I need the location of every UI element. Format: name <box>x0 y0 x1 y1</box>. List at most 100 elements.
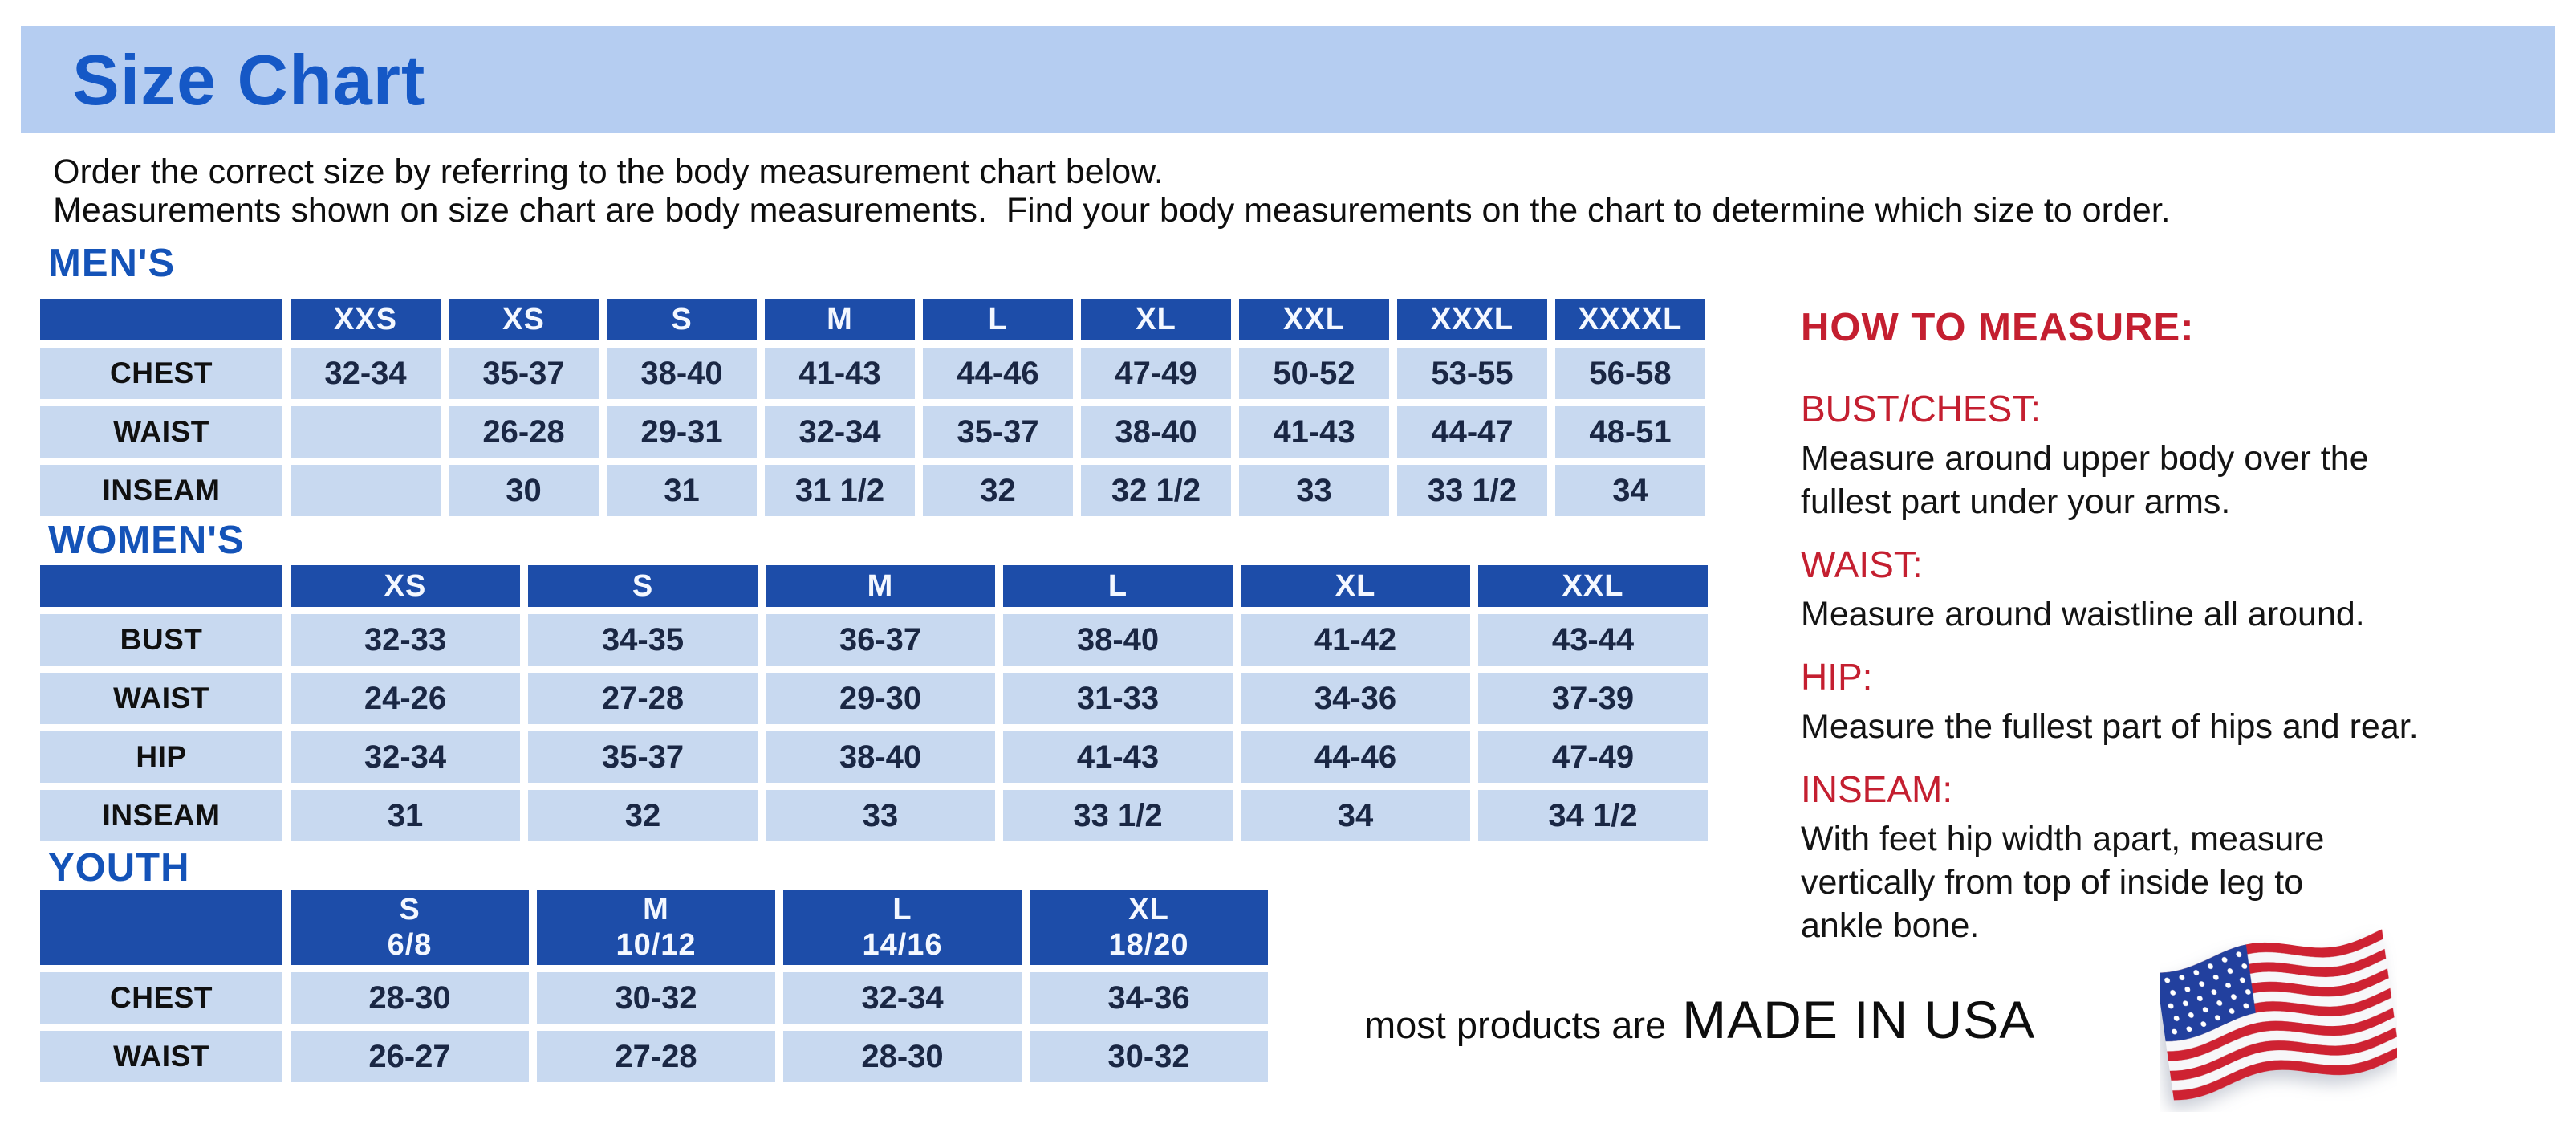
data-cell: 44-47 <box>1397 406 1547 458</box>
data-cell: 41-42 <box>1241 614 1470 666</box>
youth-section-title: YOUTH <box>48 846 190 890</box>
row-label-cell: WAIST <box>40 406 282 458</box>
column-header-cell: S 6/8 <box>291 890 529 965</box>
made-in-usa-label: MADE IN USA <box>1682 990 2036 1049</box>
data-cell: 33 1/2 <box>1003 790 1233 841</box>
column-header-cell: XL <box>1241 565 1470 607</box>
column-header-cell: XXL <box>1239 299 1389 340</box>
data-cell: 35-37 <box>923 406 1073 458</box>
data-cell: 32 <box>923 465 1073 516</box>
data-cell: 33 <box>766 790 995 841</box>
data-cell: 47-49 <box>1081 348 1231 399</box>
measure-item-text: Measure the fullest part of hips and rea… <box>1801 707 2419 746</box>
data-cell: 31-33 <box>1003 673 1233 724</box>
column-header-cell: XXL <box>1478 565 1708 607</box>
data-cell: 35-37 <box>449 348 599 399</box>
row-label-cell: WAIST <box>40 1031 282 1082</box>
column-header-cell: M <box>765 299 915 340</box>
data-cell: 32-34 <box>291 731 520 783</box>
column-header-cell: XXXXL <box>1555 299 1705 340</box>
data-cell: 34-35 <box>528 614 758 666</box>
youth-size-table: S 6/8 M 10/12 L 14/16 XL 18/20 CHEST 28-30 30-32 32… <box>40 890 1268 1082</box>
row-label-cell: CHEST <box>40 972 282 1024</box>
data-cell: 44-46 <box>923 348 1073 399</box>
row-label-cell: HIP <box>40 731 282 783</box>
data-cell: 32-33 <box>291 614 520 666</box>
column-header-cell: XXXL <box>1397 299 1547 340</box>
column-header-cell: XS <box>449 299 599 340</box>
data-cell: 29-30 <box>766 673 995 724</box>
data-cell: 27-28 <box>537 1031 775 1082</box>
data-cell: 50-52 <box>1239 348 1389 399</box>
data-cell: 38-40 <box>607 348 757 399</box>
us-flag-icon <box>2155 923 2400 1116</box>
measure-item-text: Measure around waistline all around. <box>1801 595 2365 633</box>
data-cell: 28-30 <box>291 972 529 1024</box>
measure-item-bust-chest: BUST/CHEST: Measure around upper body ov… <box>1801 387 2571 523</box>
data-cell: 43-44 <box>1478 614 1708 666</box>
how-to-measure-panel: HOW TO MEASURE: BUST/CHEST: Measure arou… <box>1801 305 2571 967</box>
mens-size-table: XXS XS S M L XL XXL XXXL XXXXL CHEST 32-34 35-37 38-… <box>40 299 1705 516</box>
column-header-cell: S <box>528 565 758 607</box>
data-cell: 38-40 <box>1003 614 1233 666</box>
table-corner-cell <box>40 890 282 965</box>
data-cell: 30-32 <box>537 972 775 1024</box>
data-cell: 34 1/2 <box>1478 790 1708 841</box>
womens-size-table: XS S M L XL XXL BUST 32-33 34-35 36-37 38-40 41-42 4… <box>40 565 1708 841</box>
row-label-cell: BUST <box>40 614 282 666</box>
row-label-cell: INSEAM <box>40 465 282 516</box>
table-corner-cell <box>40 299 282 340</box>
data-cell: 30 <box>449 465 599 516</box>
measure-item-hip: HIP: Measure the fullest part of hips an… <box>1801 655 2571 748</box>
data-cell: 30-32 <box>1030 1031 1268 1082</box>
measure-item-inseam: INSEAM: With feet hip width apart, measu… <box>1801 768 2571 947</box>
page-title: Size Chart <box>72 39 426 120</box>
data-cell: 26-27 <box>291 1031 529 1082</box>
column-header-cell: XS <box>291 565 520 607</box>
column-header-cell: L 14/16 <box>783 890 1022 965</box>
column-header-cell: S <box>607 299 757 340</box>
measure-item-label: WAIST: <box>1801 544 1923 585</box>
column-header-cell: XL <box>1081 299 1231 340</box>
data-cell: 31 <box>291 790 520 841</box>
data-cell: 32-34 <box>783 972 1022 1024</box>
data-cell: 33 1/2 <box>1397 465 1547 516</box>
data-cell: 33 <box>1239 465 1389 516</box>
how-to-measure-title: HOW TO MEASURE: <box>1801 306 2195 349</box>
data-cell: 27-28 <box>528 673 758 724</box>
data-cell: 44-46 <box>1241 731 1470 783</box>
measure-item-label: BUST/CHEST: <box>1801 388 2042 430</box>
mens-section-title: MEN'S <box>48 242 176 285</box>
intro-text: Order the correct size by referring to t… <box>53 153 2171 230</box>
column-header-cell: XL 18/20 <box>1030 890 1268 965</box>
column-header-cell: L <box>923 299 1073 340</box>
data-cell: 53-55 <box>1397 348 1547 399</box>
data-cell: 32-34 <box>765 406 915 458</box>
data-cell: 38-40 <box>766 731 995 783</box>
column-header-cell: M <box>766 565 995 607</box>
data-cell: 34-36 <box>1241 673 1470 724</box>
data-cell: 32 1/2 <box>1081 465 1231 516</box>
measure-item-text: Measure around upper body over the fulle… <box>1801 439 2369 521</box>
row-label-cell: CHEST <box>40 348 282 399</box>
data-cell: 34 <box>1555 465 1705 516</box>
data-cell: 37-39 <box>1478 673 1708 724</box>
column-header-cell: XXS <box>291 299 441 340</box>
made-in-text: most products are MADE IN USA <box>1364 989 2035 1050</box>
data-cell: 29-31 <box>607 406 757 458</box>
data-cell: 26-28 <box>449 406 599 458</box>
data-cell: 34-36 <box>1030 972 1268 1024</box>
womens-section-title: WOMEN'S <box>48 519 245 562</box>
measure-item-label: INSEAM: <box>1801 768 1953 810</box>
measure-item-label: HIP: <box>1801 656 1873 698</box>
data-cell: 41-43 <box>1239 406 1389 458</box>
data-cell: 28-30 <box>783 1031 1022 1082</box>
data-cell: 31 <box>607 465 757 516</box>
column-header-cell: L <box>1003 565 1233 607</box>
data-cell: 38-40 <box>1081 406 1231 458</box>
data-cell <box>291 406 441 458</box>
data-cell: 47-49 <box>1478 731 1708 783</box>
data-cell: 41-43 <box>765 348 915 399</box>
data-cell: 24-26 <box>291 673 520 724</box>
